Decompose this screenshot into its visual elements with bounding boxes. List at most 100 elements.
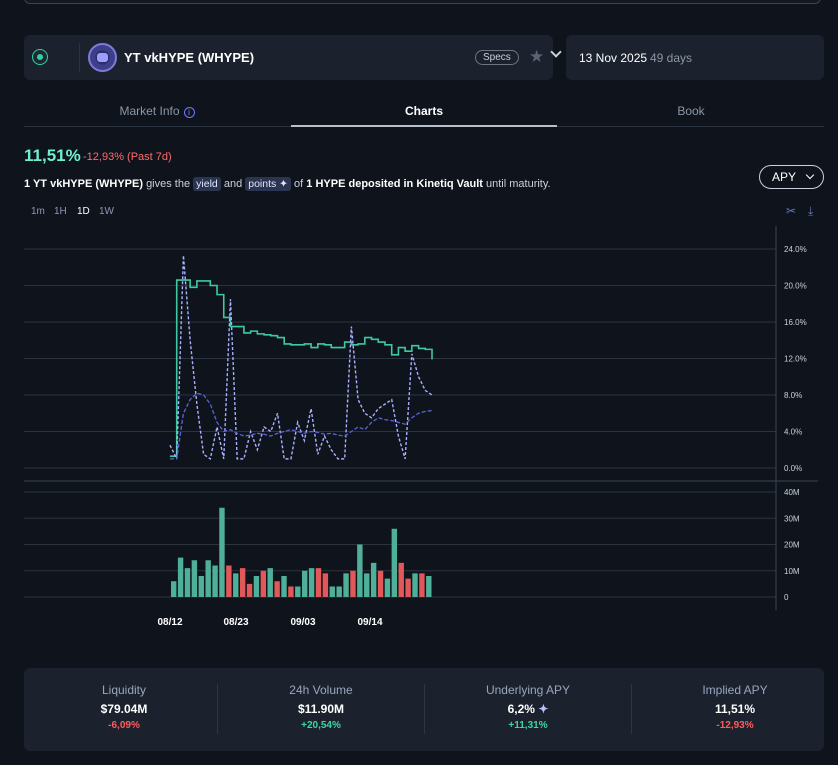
volume-bar <box>336 586 342 597</box>
volume-bars <box>171 507 432 597</box>
stats-panel: Liquidity $79.04M -6,09% 24h Volume $11.… <box>24 668 824 751</box>
stat-change: -6,09% <box>108 720 140 731</box>
series-line <box>170 392 433 460</box>
token-name: YT vkHYPE (WHYPE) <box>124 50 255 65</box>
x-tick-label: 08/12 <box>157 617 182 628</box>
timeframe-1d[interactable]: 1D <box>77 206 90 217</box>
stat-change: -12,93% <box>716 720 754 731</box>
y-tick-label: 0.0% <box>784 464 802 473</box>
apy-chart[interactable]: 24.0% 20.0% 16.0% 12.0% 8.0% 4.0% 0.0% 40M 30M 2… <box>0 226 838 630</box>
apy-change: -12,93% (Past 7d) <box>83 151 172 163</box>
tools-icon[interactable]: ✂ <box>786 204 797 218</box>
stat-value: 11,51% <box>714 702 756 716</box>
divider <box>424 684 425 734</box>
yield-chip[interactable]: yield <box>193 177 221 191</box>
timeframe-1m[interactable]: 1m <box>31 206 45 217</box>
volume-tick-label: 0 <box>784 593 789 602</box>
desc-text: of <box>294 178 304 190</box>
stat-value-text: 6,2% <box>507 702 535 716</box>
points-chip[interactable]: points ✦ <box>245 177 291 191</box>
volume-bar <box>384 578 391 597</box>
y-tick-label: 16.0% <box>784 318 807 327</box>
tab-label: Market Info <box>119 104 180 118</box>
volume-bar <box>308 568 315 597</box>
specs-button[interactable]: Specs <box>475 50 519 65</box>
x-tick-label: 09/14 <box>357 617 382 628</box>
timeframe-1h[interactable]: 1H <box>54 206 67 217</box>
tab-label: Charts <box>404 104 443 118</box>
volume-bar <box>357 544 363 597</box>
x-axis: 08/12 08/23 09/03 09/14 <box>157 617 382 628</box>
stat-value: 6,2% ✦ <box>428 702 628 716</box>
star-icon[interactable]: ★ <box>529 47 545 66</box>
volume-bar <box>405 578 411 597</box>
desc-text: until maturity. <box>486 178 551 190</box>
volume-bar <box>198 576 204 597</box>
volume-bar <box>364 573 370 597</box>
maturity-days: 49 days <box>650 51 693 65</box>
volume-bar <box>295 586 301 597</box>
stat-label: Implied APY <box>702 683 768 697</box>
tab-book[interactable]: Book <box>558 96 824 127</box>
volume-axis: 40M 30M 20M 10M 0 <box>784 488 800 602</box>
stat-label: Underlying APY <box>485 683 571 697</box>
volume-bar <box>315 568 322 597</box>
chart-grid <box>24 226 818 610</box>
volume-bar <box>171 581 177 597</box>
divider <box>631 684 632 734</box>
volume-bar <box>377 570 384 597</box>
stat-value: $79.04M <box>100 702 148 716</box>
divider <box>79 43 80 72</box>
stat-value: $11.90M <box>297 702 345 716</box>
hyperliquid-logo-icon <box>32 49 48 65</box>
sparkle-icon: ✦ <box>538 702 549 716</box>
x-tick-label: 09/03 <box>290 617 315 628</box>
series-line <box>170 279 433 457</box>
stat-change: +11,31% <box>508 720 548 731</box>
desc-text: gives the <box>146 178 191 190</box>
divider <box>217 684 218 734</box>
volume-tick-label: 10M <box>784 567 800 576</box>
series-line <box>169 255 433 461</box>
tab-market-info[interactable]: Market Info i <box>24 96 290 127</box>
volume-tick-label: 40M <box>784 488 800 497</box>
volume-bar <box>239 568 246 597</box>
metric-select-button[interactable]: APY <box>759 165 824 189</box>
chevron-down-icon[interactable] <box>550 46 562 58</box>
info-icon[interactable]: i <box>183 107 195 118</box>
top-strip <box>24 0 821 4</box>
stat-underlying-apy: Underlying APY 6,2% ✦ +11,31% <box>428 668 628 751</box>
token-selector[interactable]: YT vkHYPE (WHYPE) Specs ★ <box>24 35 562 80</box>
stat-implied-apy: Implied APY 11,51% -12,93% <box>635 668 835 751</box>
desc-underlying: 1 HYPE deposited in Kinetiq Vault <box>306 178 483 190</box>
volume-bar <box>226 565 232 597</box>
y-tick-label: 8.0% <box>784 391 802 400</box>
stat-liquidity: Liquidity $79.04M -6,09% <box>24 668 224 751</box>
volume-bar <box>274 581 280 597</box>
tab-charts[interactable]: Charts <box>291 96 557 127</box>
volume-bar <box>398 562 404 597</box>
volume-tick-label: 30M <box>784 514 800 523</box>
current-apy: 11,51% <box>24 146 81 165</box>
volume-bar <box>260 570 267 597</box>
download-icon[interactable]: ⤓ <box>808 204 814 218</box>
volume-bar <box>412 573 418 597</box>
volume-bar <box>419 573 425 597</box>
stat-label: 24h Volume <box>289 683 353 697</box>
volume-bar <box>219 507 225 597</box>
volume-bar <box>177 557 184 597</box>
y-axis: 24.0% 20.0% 16.0% 12.0% 8.0% 4.0% 0.0% <box>784 245 807 473</box>
volume-bar <box>329 586 335 597</box>
token-avatar <box>88 43 117 72</box>
volume-bar <box>205 560 211 597</box>
tab-label: Book <box>677 104 705 118</box>
stat-label: Liquidity <box>101 683 147 697</box>
y-tick-label: 24.0% <box>784 245 807 254</box>
volume-bar <box>370 562 377 597</box>
volume-bar <box>253 576 260 597</box>
timeframe-1w[interactable]: 1W <box>99 206 114 217</box>
volume-bar <box>281 576 287 597</box>
volume-bar <box>322 573 329 597</box>
tab-active-indicator <box>291 125 557 127</box>
y-tick-label: 12.0% <box>784 355 807 364</box>
